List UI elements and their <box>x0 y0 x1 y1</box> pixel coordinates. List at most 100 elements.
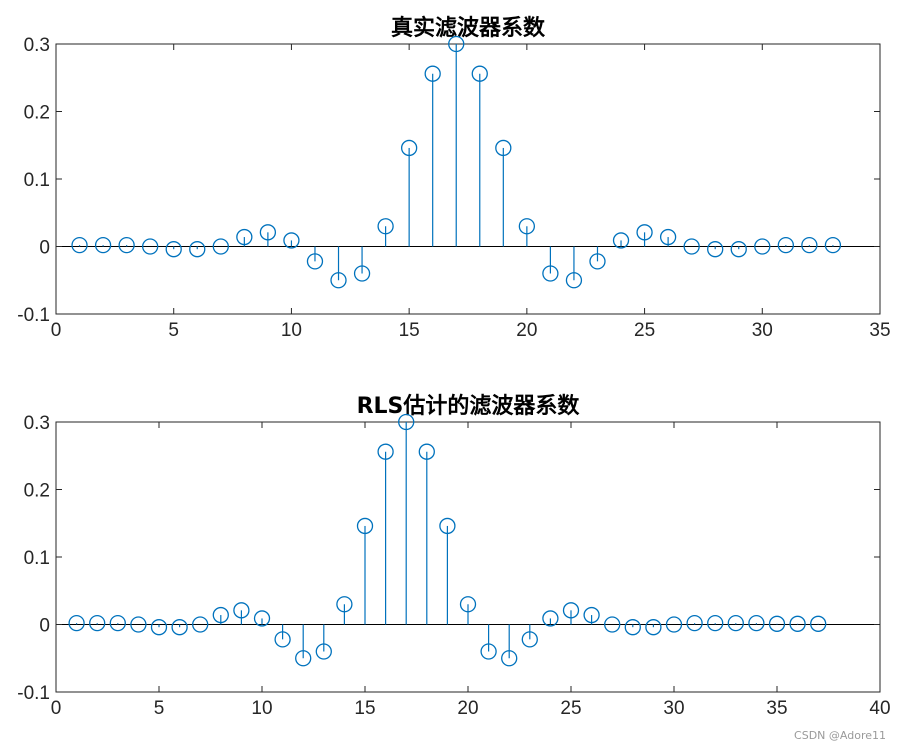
stem-marker <box>330 272 347 289</box>
y-tick-label: 0 <box>39 616 50 637</box>
stem-marker <box>542 610 559 627</box>
stem-marker <box>459 596 477 613</box>
stem-marker <box>377 443 394 460</box>
stem-marker <box>295 650 312 667</box>
stem-marker <box>636 224 653 241</box>
stem-marker <box>612 232 630 249</box>
x-tick-label: 30 <box>663 698 684 719</box>
stem-marker <box>336 596 353 613</box>
chart-title: 真实滤波器系数 <box>391 15 546 41</box>
x-tick-label: 40 <box>869 698 890 719</box>
stem-marker <box>68 615 85 632</box>
x-tick-label: 5 <box>168 320 179 341</box>
plot-area-frame <box>55 43 881 315</box>
x-tick-label: 10 <box>251 698 272 719</box>
stem-marker <box>377 218 394 235</box>
x-tick-label: 20 <box>457 698 478 719</box>
stem-marker <box>495 139 512 157</box>
y-tick-label: 0.2 <box>24 103 50 124</box>
stem-marker <box>768 615 786 632</box>
stem-marker <box>824 236 842 254</box>
stem-marker <box>659 228 677 246</box>
stem-marker <box>94 236 112 254</box>
stem-marker <box>274 631 291 648</box>
x-tick-label: 15 <box>399 320 420 341</box>
stem-marker <box>789 615 806 632</box>
stem-marker <box>118 236 135 254</box>
stem-marker <box>150 619 168 636</box>
y-tick-label: 0.1 <box>24 548 50 569</box>
stem-marker <box>315 643 332 660</box>
y-tick-label: 0.3 <box>24 35 50 56</box>
y-tick-label: 0.3 <box>24 413 50 434</box>
y-tick-label: 0.1 <box>24 170 50 191</box>
stem-marker <box>165 241 182 258</box>
y-tick-label: -0.1 <box>17 305 50 326</box>
stem-marker <box>236 228 253 246</box>
stem-marker <box>306 253 324 270</box>
stem-marker <box>109 615 126 632</box>
stem-marker <box>501 650 518 667</box>
stem-marker <box>665 616 683 633</box>
stem-marker <box>777 236 794 254</box>
stem-marker <box>233 602 250 619</box>
stem-marker <box>71 236 88 254</box>
stem-marker <box>686 615 703 632</box>
x-tick-label: 20 <box>516 320 537 341</box>
stem-marker <box>283 232 300 249</box>
stem-marker <box>707 615 724 632</box>
stem-marker <box>424 65 441 82</box>
stem-marker <box>754 238 771 255</box>
x-tick-label: 0 <box>51 698 62 719</box>
stem-marker <box>192 616 209 633</box>
stem-marker <box>810 615 827 632</box>
stem-marker <box>353 265 371 282</box>
x-tick-label: 10 <box>281 320 302 341</box>
x-tick-label: 30 <box>752 320 773 341</box>
stem-marker <box>645 619 662 636</box>
stem-marker <box>727 615 744 632</box>
stem-marker <box>89 615 106 632</box>
stem-marker <box>400 139 418 157</box>
watermark: CSDN @Adore11 <box>794 729 886 742</box>
stem-marker <box>439 517 456 535</box>
stem-marker <box>707 241 724 258</box>
stem-marker <box>565 272 583 289</box>
x-tick-label: 5 <box>154 698 165 719</box>
stem-marker <box>212 606 229 624</box>
stem-marker <box>604 616 621 633</box>
stem-marker <box>518 218 536 235</box>
stem-marker <box>471 65 488 82</box>
stem-marker <box>683 238 700 255</box>
stem-marker <box>130 616 147 633</box>
y-tick-label: -0.1 <box>17 683 50 704</box>
stem-marker <box>171 619 188 636</box>
stem-marker <box>212 238 229 255</box>
x-tick-label: 15 <box>354 698 375 719</box>
y-tick-label: 0.2 <box>24 481 50 502</box>
plot-area-frame <box>55 421 881 693</box>
stem-marker <box>142 238 159 255</box>
y-tick-label: 0 <box>39 238 50 259</box>
stem-marker <box>480 643 497 660</box>
stem-marker <box>589 253 606 270</box>
stem-marker <box>189 241 206 258</box>
stem-marker <box>418 443 435 460</box>
x-tick-label: 25 <box>560 698 581 719</box>
x-tick-label: 35 <box>766 698 787 719</box>
stem-marker <box>521 631 538 648</box>
stem-marker <box>259 224 277 241</box>
stem-marker <box>448 35 465 53</box>
stem-marker <box>542 265 559 282</box>
x-tick-label: 25 <box>634 320 655 341</box>
chart-2: 0 5 10 15 20 25 30 35 40-0.100.10.20.3RLS估计的滤波器系… <box>17 393 890 719</box>
stem-marker <box>562 602 580 619</box>
x-tick-label: 0 <box>51 320 62 341</box>
stem-marker <box>398 413 415 431</box>
stem-marker <box>624 619 641 636</box>
stem-marker <box>730 241 747 258</box>
chart-title: RLS估计的滤波器系数 <box>357 393 581 419</box>
stem-marker <box>356 517 374 535</box>
